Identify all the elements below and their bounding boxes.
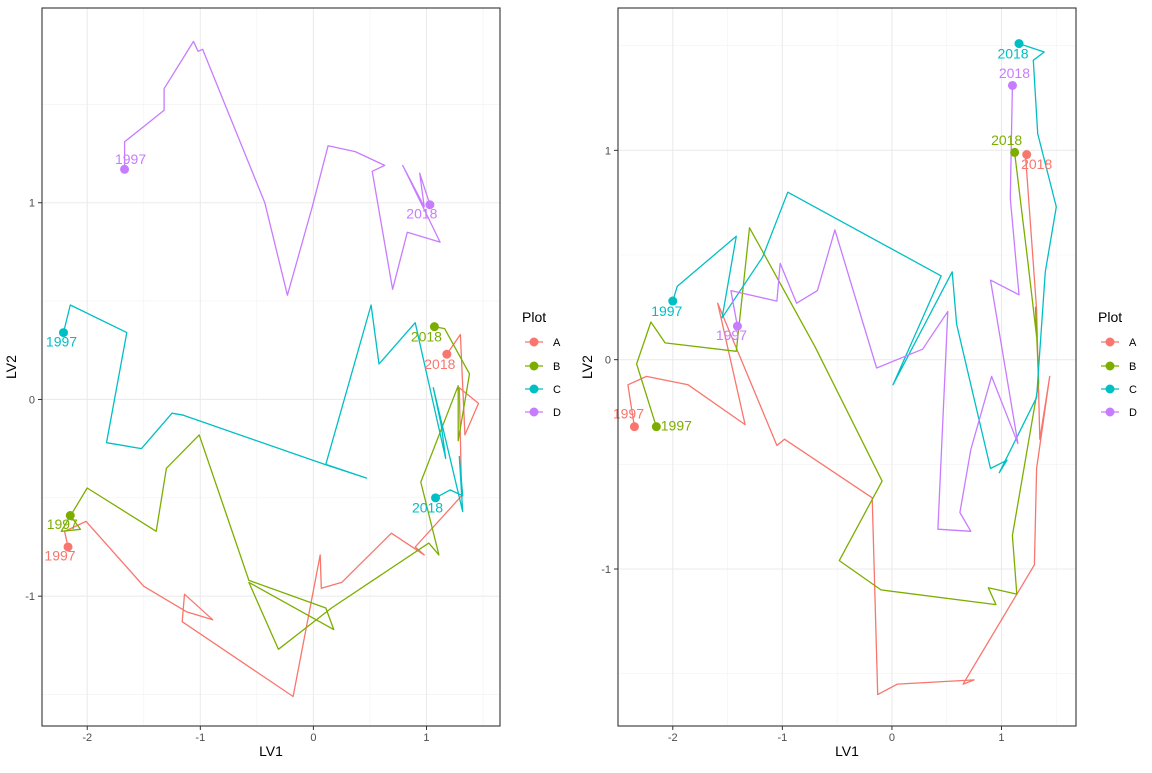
end-point-C bbox=[431, 493, 441, 503]
series-line-D bbox=[730, 85, 1020, 532]
legend-label-C: C bbox=[553, 384, 561, 396]
end-point-C bbox=[1014, 39, 1024, 49]
legend-key-dot-B bbox=[529, 361, 539, 371]
start-point-B bbox=[65, 511, 75, 521]
legend-key-dot-B bbox=[1105, 361, 1115, 371]
plot-area bbox=[42, 8, 500, 726]
chart-panel-left: 1997 2018 1997 2018 1997 2018 1997 2018 -2 -1 0 1 -1… bbox=[3, 7, 561, 759]
series-line-D bbox=[123, 40, 441, 296]
legend-key-dot-A bbox=[529, 337, 539, 347]
plot-area bbox=[618, 8, 1076, 726]
series-line-A bbox=[627, 154, 1051, 696]
x-tick-label: -1 bbox=[195, 732, 205, 744]
legend-key-dot-D bbox=[529, 407, 539, 417]
legend-label-D: D bbox=[553, 407, 561, 419]
panel-border bbox=[41, 7, 501, 727]
series-line-A bbox=[63, 333, 480, 698]
start-label-D: 1997 bbox=[716, 327, 747, 343]
start-point-D bbox=[732, 321, 742, 331]
start-label-C: 1997 bbox=[46, 333, 77, 349]
legend-label-B: B bbox=[1129, 361, 1136, 373]
y-tick-label: -1 bbox=[25, 591, 35, 603]
x-axis-title: LV1 bbox=[835, 743, 859, 759]
start-point-A bbox=[629, 422, 639, 432]
end-point-A bbox=[442, 349, 452, 359]
legend-title: Plot bbox=[1098, 309, 1122, 325]
start-label-C: 1997 bbox=[651, 303, 682, 319]
start-label-D: 1997 bbox=[115, 151, 146, 167]
y-tick-label: -1 bbox=[601, 564, 611, 576]
end-label-A: 2018 bbox=[1021, 156, 1052, 172]
start-label-B: 1997 bbox=[661, 417, 692, 433]
legend-key-dot-C bbox=[1105, 384, 1115, 394]
end-label-D: 2018 bbox=[406, 205, 437, 221]
legend-label-A: A bbox=[553, 337, 561, 349]
series-line-C bbox=[672, 42, 1057, 474]
x-tick-label: -2 bbox=[82, 732, 92, 744]
end-point-B bbox=[1010, 147, 1020, 157]
panel-border bbox=[617, 7, 1077, 727]
y-axis-title: LV2 bbox=[579, 355, 595, 379]
legend-key-dot-D bbox=[1105, 407, 1115, 417]
x-tick-label: 1 bbox=[998, 732, 1004, 744]
legend-label-D: D bbox=[1129, 407, 1137, 419]
start-point-A bbox=[63, 542, 73, 552]
chart-panel-right: 1997 2018 1997 2018 1997 2018 1997 2018 -2 -1 0 1 -1… bbox=[579, 7, 1137, 759]
x-tick-label: -1 bbox=[777, 732, 787, 744]
start-label-A: 1997 bbox=[613, 405, 644, 421]
legend-title: Plot bbox=[522, 309, 546, 325]
series-line-B bbox=[60, 326, 471, 650]
legend-key-dot-C bbox=[529, 384, 539, 394]
start-label-A: 1997 bbox=[44, 548, 75, 564]
end-point-D bbox=[1007, 80, 1017, 90]
end-label-B: 2018 bbox=[411, 328, 442, 344]
end-point-D bbox=[425, 200, 435, 210]
end-label-D: 2018 bbox=[999, 65, 1030, 81]
y-tick-label: 1 bbox=[29, 198, 35, 210]
end-label-C: 2018 bbox=[997, 45, 1028, 61]
end-label-A: 2018 bbox=[424, 356, 455, 372]
legend-label-B: B bbox=[553, 361, 560, 373]
start-label-B: 1997 bbox=[47, 516, 78, 532]
start-point-B bbox=[651, 422, 661, 432]
x-tick-label: 0 bbox=[310, 732, 316, 744]
end-point-A bbox=[1022, 150, 1032, 160]
y-axis-title: LV2 bbox=[3, 355, 19, 379]
legend-label-A: A bbox=[1129, 337, 1137, 349]
y-tick-label: 0 bbox=[29, 394, 35, 406]
legend-label-C: C bbox=[1129, 384, 1137, 396]
y-tick-label: 1 bbox=[605, 145, 611, 157]
series-line-C bbox=[62, 304, 464, 513]
y-tick-label: 0 bbox=[605, 355, 611, 367]
start-point-C bbox=[668, 296, 678, 306]
end-point-B bbox=[429, 322, 439, 332]
x-axis-title: LV1 bbox=[259, 743, 283, 759]
x-tick-label: 0 bbox=[889, 732, 895, 744]
start-point-D bbox=[120, 164, 130, 174]
start-point-C bbox=[58, 328, 68, 338]
legend-key-dot-A bbox=[1105, 337, 1115, 347]
end-label-C: 2018 bbox=[412, 500, 443, 516]
x-tick-label: -2 bbox=[668, 732, 678, 744]
series-line-B bbox=[635, 152, 1040, 606]
end-label-B: 2018 bbox=[991, 132, 1022, 148]
x-tick-label: 1 bbox=[423, 732, 429, 744]
